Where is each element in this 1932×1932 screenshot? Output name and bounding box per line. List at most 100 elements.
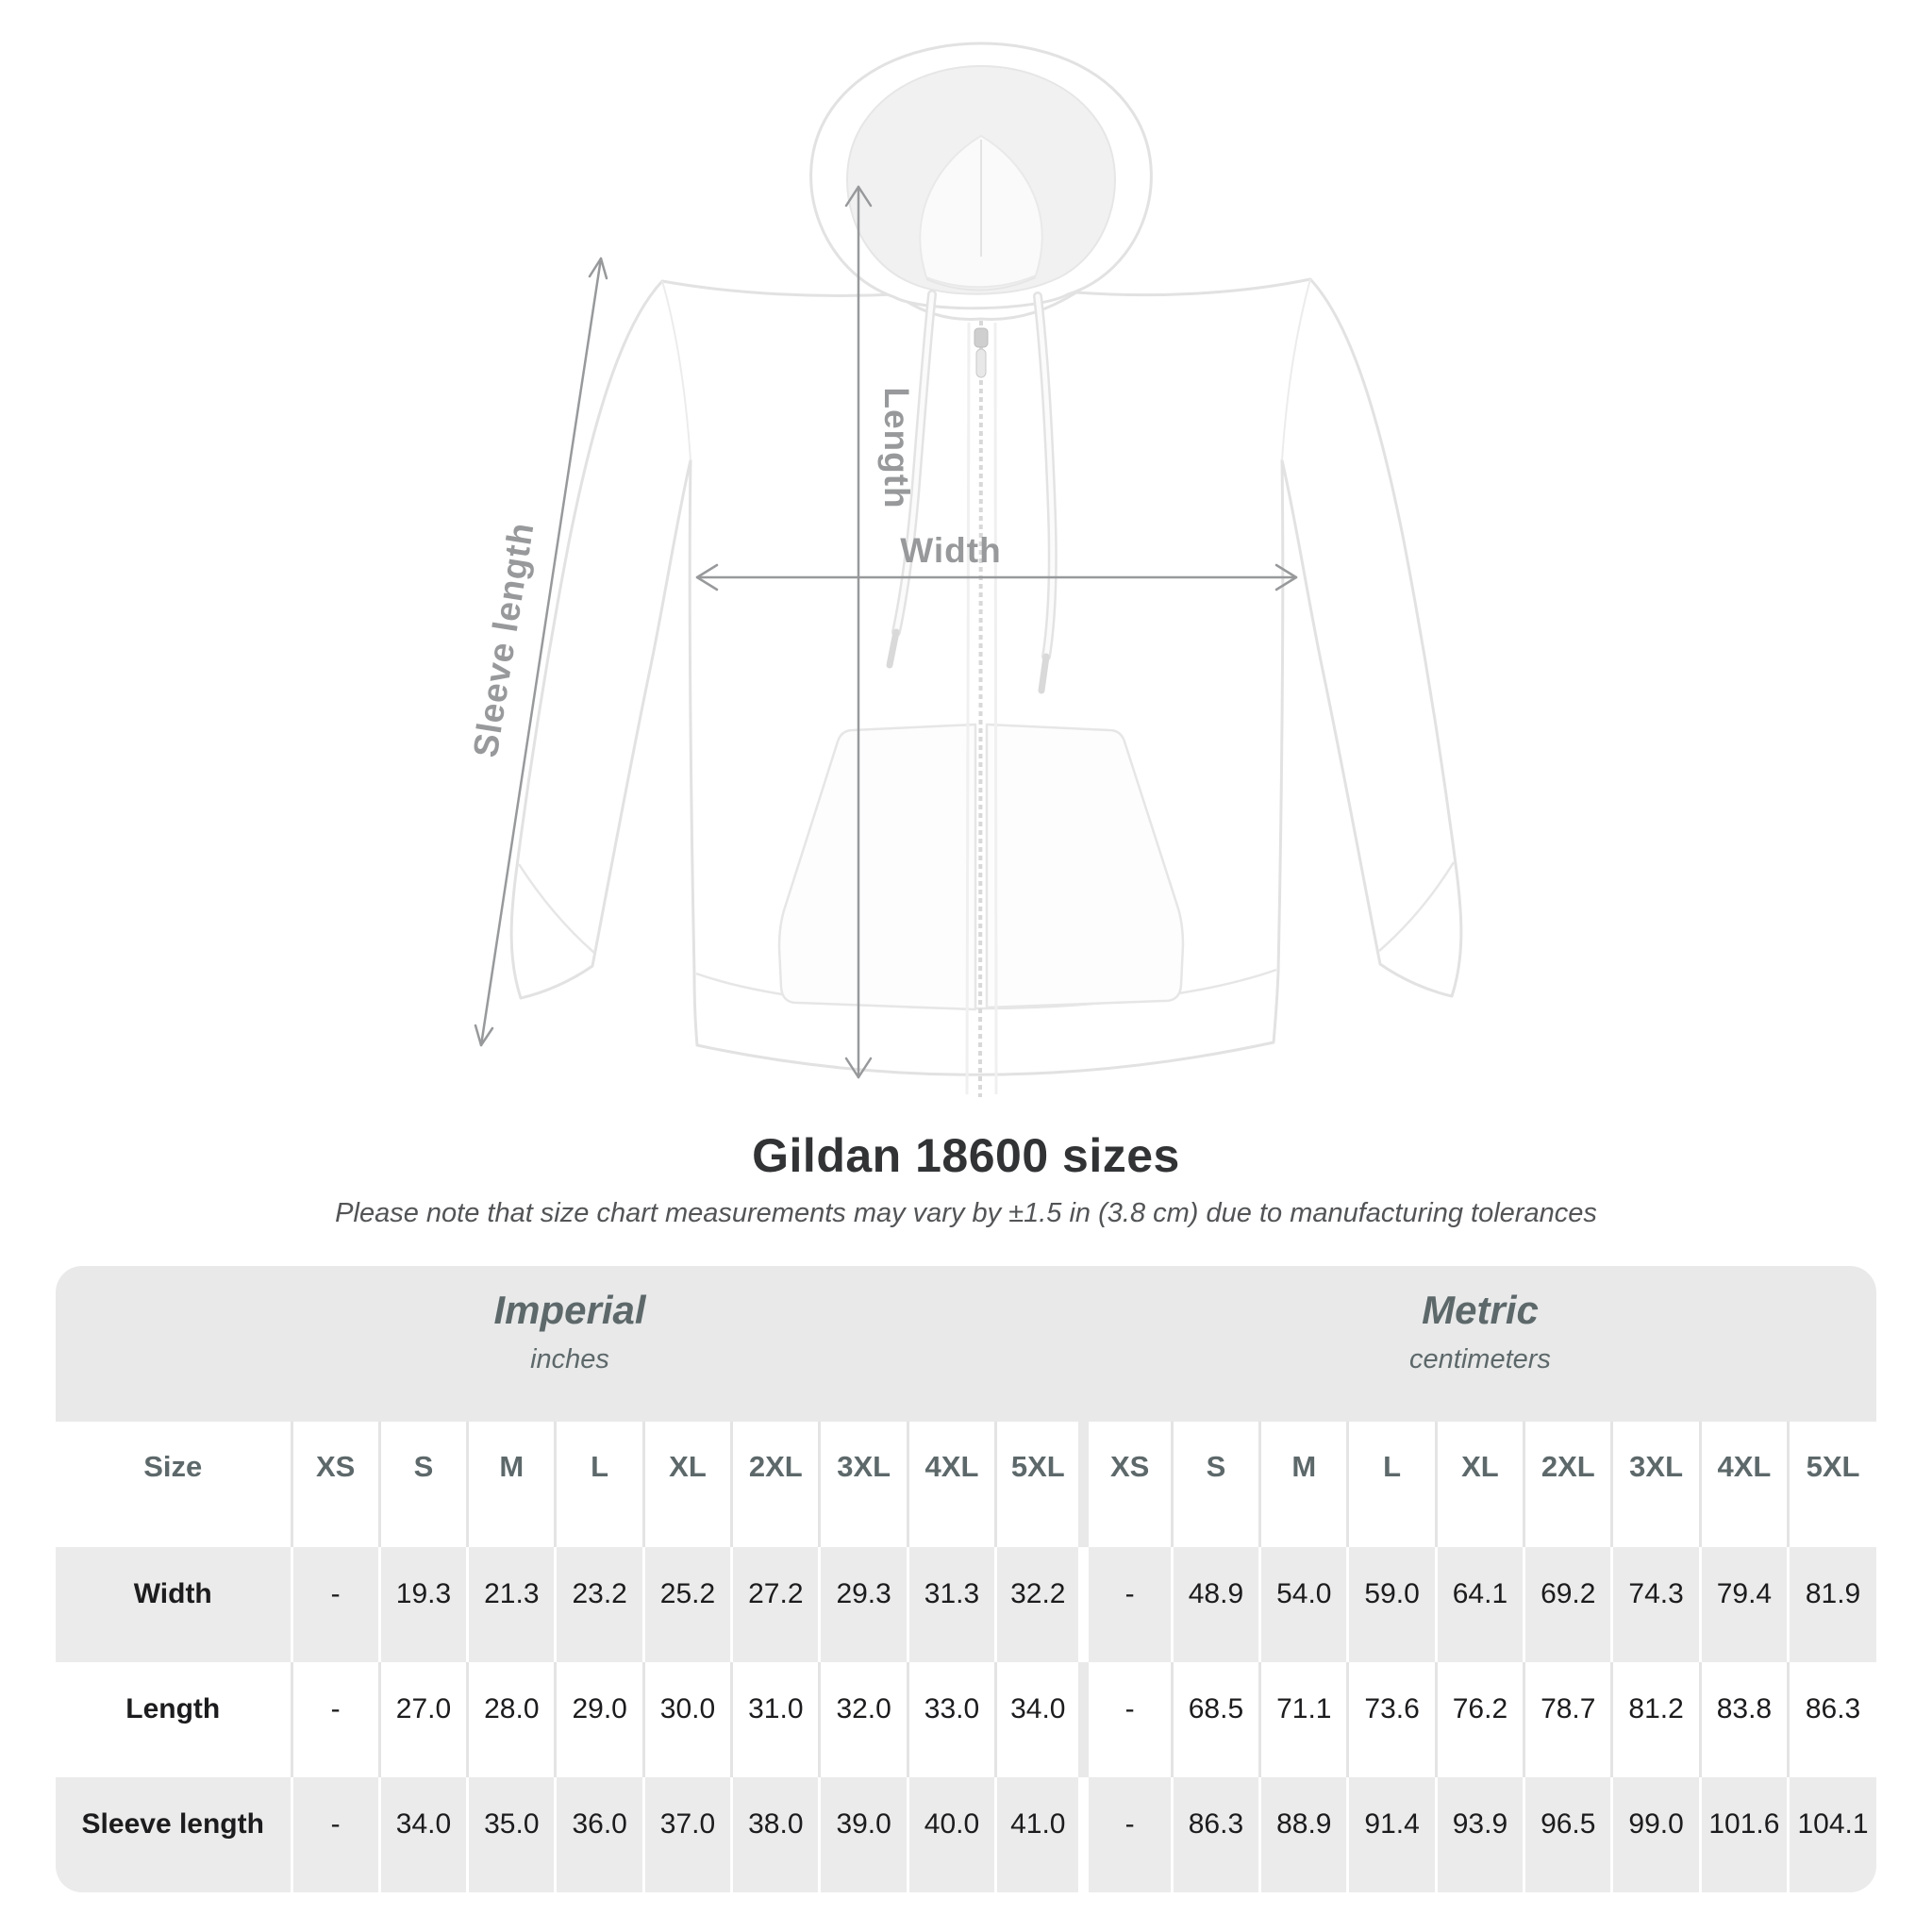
row-label-cell: Sleeve length [56,1777,293,1892]
value-cell-imperial: 30.0 [643,1662,734,1777]
value-cell-imperial: 29.0 [555,1662,645,1777]
size-col-header-imperial: 4XL [908,1422,998,1547]
measurement-row: Sleeve length -34.0 35.0 36.0 37.0 38.0 39.0 40… [56,1777,1876,1892]
value-cell-metric: 81.2 [1611,1662,1702,1777]
value-cell-imperial: 31.3 [908,1547,998,1662]
size-column-title: Size [56,1422,293,1547]
size-header-row: Size XS S M L XL 2XL 3XL 4XL 5XL XS S M L XL 2XL 3XL 4XL 5… [56,1422,1876,1547]
value-cell-imperial: - [291,1662,381,1777]
value-cell-imperial: 32.2 [995,1547,1090,1662]
value-cell-metric: 101.6 [1700,1777,1790,1892]
value-cell-metric: 73.6 [1347,1662,1438,1777]
hoodie-illustration [509,42,1463,1098]
size-note: Please note that size chart measurements… [335,1198,1597,1228]
size-col-header-metric: 2XL [1524,1422,1614,1547]
value-cell-imperial: 29.3 [819,1547,909,1662]
value-cell-metric: 96.5 [1524,1777,1614,1892]
value-cell-metric: 48.9 [1172,1547,1262,1662]
value-cell-metric: 88.9 [1259,1777,1350,1892]
value-cell-metric: 99.0 [1611,1777,1702,1892]
value-cell-imperial: - [291,1777,381,1892]
value-cell-imperial: 27.0 [379,1662,470,1777]
size-col-header-imperial: XL [643,1422,734,1547]
value-cell-metric: 93.9 [1436,1777,1526,1892]
size-col-header-metric: 3XL [1611,1422,1702,1547]
width-arrow [695,563,1298,591]
size-col-header-imperial: 3XL [819,1422,909,1547]
value-cell-imperial: 41.0 [995,1777,1090,1892]
value-cell-metric: 78.7 [1524,1662,1614,1777]
size-col-header-metric: M [1259,1422,1350,1547]
value-cell-metric: 59.0 [1347,1547,1438,1662]
size-col-header-imperial: XS [291,1422,381,1547]
measurement-row: Length -27.0 28.0 29.0 30.0 31.0 32.0 33.0 34.0-… [56,1662,1876,1777]
hoodie-diagram: Length Width Sleeve length [377,19,1585,1113]
drawstrings [886,290,1058,694]
sleeve-length-arrow [474,257,608,1047]
size-col-header-metric: 4XL [1700,1422,1790,1547]
imperial-unit: inches [530,1344,609,1374]
kangaroo-pocket-right [985,723,1185,1009]
value-cell-imperial: 32.0 [819,1662,909,1777]
value-cell-imperial: - [291,1547,381,1662]
value-cell-metric: 83.8 [1700,1662,1790,1777]
length-label: Length [877,387,916,508]
value-cell-metric: - [1083,1777,1174,1892]
hoodie-body [509,277,1463,1076]
value-cell-metric: 64.1 [1436,1547,1526,1662]
value-cell-imperial: 19.3 [379,1547,470,1662]
value-cell-metric: 68.5 [1172,1662,1262,1777]
value-cell-imperial: 39.0 [819,1777,909,1892]
kangaroo-pocket-left [777,723,977,1011]
size-col-header-imperial: M [467,1422,558,1547]
measurement-lines [474,185,1298,1079]
row-label-cell: Width [56,1547,293,1662]
size-col-header-imperial: 5XL [995,1422,1090,1547]
value-cell-metric: 71.1 [1259,1662,1350,1777]
value-cell-imperial: 35.0 [467,1777,558,1892]
metric-title: Metric [1422,1288,1539,1332]
metric-section-header: Metric centimeters [1084,1266,1876,1422]
size-col-header-imperial: 2XL [731,1422,822,1547]
value-cell-imperial: 33.0 [908,1662,998,1777]
value-cell-metric: 104.1 [1788,1777,1876,1892]
size-col-header-metric: XS [1083,1422,1174,1547]
value-cell-metric: 74.3 [1611,1547,1702,1662]
zipper [965,320,998,1098]
measurement-row: Width -19.3 21.3 23.2 25.2 27.2 29.3 31.3 32.2-4… [56,1547,1876,1662]
value-cell-imperial: 27.2 [731,1547,822,1662]
value-cell-imperial: 34.0 [995,1662,1090,1777]
value-cell-imperial: 25.2 [643,1547,734,1662]
row-label-cell: Length [56,1662,293,1777]
value-cell-imperial: 23.2 [555,1547,645,1662]
value-cell-metric: 86.3 [1172,1777,1262,1892]
value-cell-metric: 54.0 [1259,1547,1350,1662]
value-cell-imperial: 21.3 [467,1547,558,1662]
value-cell-imperial: 37.0 [643,1777,734,1892]
value-cell-metric: 81.9 [1788,1547,1876,1662]
size-col-header-imperial: S [379,1422,470,1547]
value-cell-metric: 69.2 [1524,1547,1614,1662]
metric-unit: centimeters [1409,1344,1551,1374]
imperial-title: Imperial [493,1288,646,1332]
size-col-header-metric: 5XL [1788,1422,1876,1547]
size-col-header-metric: XL [1436,1422,1526,1547]
measurements-table: Size XS S M L XL 2XL 3XL 4XL 5XL XS S M L XL 2XL 3XL 4XL 5… [56,1422,1876,1892]
value-cell-metric: 79.4 [1700,1547,1790,1662]
value-cell-metric: 86.3 [1788,1662,1876,1777]
size-col-header-metric: L [1347,1422,1438,1547]
value-cell-metric: - [1083,1547,1174,1662]
value-cell-imperial: 31.0 [731,1662,822,1777]
value-cell-metric: 91.4 [1347,1777,1438,1892]
unit-header-band: Imperial inches Metric centimeters [56,1266,1876,1422]
value-cell-imperial: 28.0 [467,1662,558,1777]
page-title: Gildan 18600 sizes [752,1129,1180,1182]
value-cell-metric: - [1083,1662,1174,1777]
value-cell-imperial: 40.0 [908,1777,998,1892]
value-cell-imperial: 38.0 [731,1777,822,1892]
length-arrow [844,185,873,1079]
imperial-section-header: Imperial inches [56,1266,1084,1422]
value-cell-imperial: 34.0 [379,1777,470,1892]
width-label: Width [900,531,1001,570]
